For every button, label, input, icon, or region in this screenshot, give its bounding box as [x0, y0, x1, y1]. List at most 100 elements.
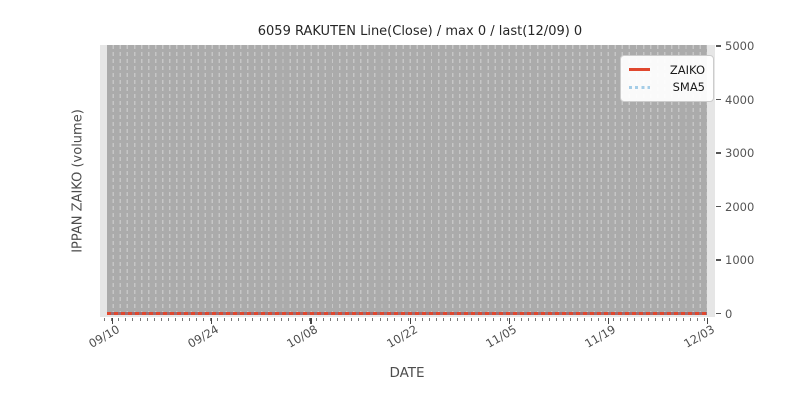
legend: ZAIKO SMA5: [620, 55, 714, 102]
y-tick-mark: [716, 98, 721, 101]
x-minor-tick-mark: [365, 318, 367, 321]
chart-title: 6059 RAKUTEN Line(Close) / max 0 / last(…: [257, 24, 583, 39]
x-minor-tick-mark: [492, 318, 494, 321]
y-tick-mark: [716, 259, 721, 261]
x-minor-tick-mark: [358, 318, 360, 321]
x-tick-label: 10/22: [383, 322, 420, 351]
x-major-tick-mark: [112, 318, 114, 324]
x-minor-tick-mark: [231, 318, 233, 321]
x-minor-tick-mark: [443, 318, 445, 321]
x-tick-label: 11/05: [482, 322, 519, 351]
y-tick-label: 5000: [725, 39, 755, 53]
x-minor-tick-mark: [421, 318, 423, 321]
x-minor-tick-mark: [266, 318, 268, 321]
x-minor-tick-mark: [612, 318, 614, 321]
x-minor-tick-mark: [577, 318, 579, 321]
x-minor-tick-mark: [414, 318, 416, 321]
plot-area: [100, 45, 715, 317]
x-minor-tick-mark: [591, 318, 593, 321]
x-minor-tick-mark: [506, 318, 508, 321]
x-minor-tick-mark: [534, 318, 536, 321]
y-tick-label: 2000: [725, 199, 755, 214]
x-minor-tick-mark: [167, 318, 169, 321]
x-minor-tick-mark: [259, 318, 261, 321]
x-minor-tick-mark: [647, 318, 649, 321]
x-minor-tick-mark: [280, 318, 282, 321]
y-tick-label: 1000: [725, 253, 755, 267]
x-minor-tick-mark: [683, 318, 685, 321]
x-minor-tick-mark: [619, 318, 621, 321]
x-minor-tick-mark: [111, 318, 113, 321]
y-tick-mark: [716, 205, 721, 208]
x-minor-tick-mark: [125, 318, 127, 321]
x-minor-tick-mark: [520, 318, 522, 321]
x-minor-tick-mark: [478, 318, 480, 321]
y-tick-label: 0: [725, 306, 733, 321]
x-minor-tick-mark: [273, 318, 275, 321]
x-minor-tick-mark: [372, 318, 374, 321]
x-minor-tick-mark: [323, 318, 325, 321]
legend-item-label: ZAIKO: [669, 62, 705, 77]
x-major-tick-mark: [409, 318, 411, 324]
zaiko-line-sample: [629, 68, 650, 72]
x-major-tick-mark: [607, 318, 610, 324]
y-tick-label: 3000: [725, 146, 755, 160]
x-minor-tick-mark: [400, 318, 402, 321]
x-minor-tick-mark: [188, 318, 190, 321]
x-minor-tick-mark: [217, 318, 219, 321]
x-minor-tick-mark: [633, 318, 635, 321]
x-minor-tick-mark: [132, 318, 134, 321]
x-minor-tick-mark: [294, 318, 296, 321]
x-minor-tick-mark: [556, 318, 558, 321]
x-minor-tick-mark: [203, 318, 205, 321]
x-major-tick-mark: [707, 318, 709, 324]
x-minor-tick-mark: [598, 318, 600, 321]
x-minor-tick-mark: [471, 318, 473, 321]
y-tick-mark: [716, 152, 721, 154]
x-minor-tick-mark: [344, 318, 346, 321]
x-minor-tick-mark: [118, 318, 120, 321]
x-tick-label: 12/03: [681, 322, 718, 351]
x-minor-tick-mark: [428, 318, 430, 321]
x-minor-tick-mark: [541, 318, 543, 321]
x-major-tick-mark: [508, 318, 510, 324]
x-minor-tick-mark: [139, 318, 141, 321]
x-minor-tick-mark: [287, 318, 289, 321]
x-major-tick-mark: [310, 318, 312, 324]
x-minor-tick-mark: [104, 318, 106, 321]
x-minor-tick-mark: [153, 318, 155, 321]
y-axis-label: IPPAN ZAIKO (volume): [70, 109, 86, 253]
x-minor-tick-mark: [676, 318, 678, 321]
x-minor-tick-mark: [393, 318, 395, 321]
y-tick-label: 4000: [725, 92, 755, 107]
x-minor-tick-mark: [584, 318, 586, 321]
plot-fill-region: [107, 45, 707, 313]
x-minor-tick-mark: [160, 318, 162, 321]
x-minor-tick-mark: [457, 318, 459, 321]
x-minor-tick-mark: [654, 318, 656, 321]
x-minor-tick-mark: [669, 318, 670, 321]
x-minor-tick-mark: [640, 318, 642, 321]
x-minor-tick-mark: [316, 318, 317, 321]
x-minor-tick-mark: [245, 318, 247, 321]
x-minor-tick-mark: [690, 318, 692, 321]
x-minor-tick-mark: [450, 318, 452, 321]
x-tick-label: 09/10: [86, 322, 122, 351]
x-minor-tick-mark: [704, 318, 706, 321]
x-minor-tick-mark: [605, 318, 607, 321]
x-minor-tick-mark: [379, 318, 381, 321]
x-minor-tick-mark: [308, 318, 310, 321]
x-minor-tick-mark: [238, 318, 240, 321]
y-tick-mark: [716, 45, 721, 47]
x-minor-tick-mark: [252, 318, 254, 321]
legend-item-label: SMA5: [672, 80, 705, 95]
x-major-tick-mark: [211, 318, 213, 324]
x-tick-label: 09/24: [185, 322, 222, 351]
x-minor-tick-mark: [224, 318, 226, 321]
x-minor-tick-mark: [181, 318, 183, 321]
x-minor-tick-mark: [563, 318, 565, 321]
x-minor-tick-mark: [436, 318, 438, 321]
x-minor-tick-mark: [513, 318, 515, 321]
x-minor-tick-mark: [464, 318, 466, 321]
